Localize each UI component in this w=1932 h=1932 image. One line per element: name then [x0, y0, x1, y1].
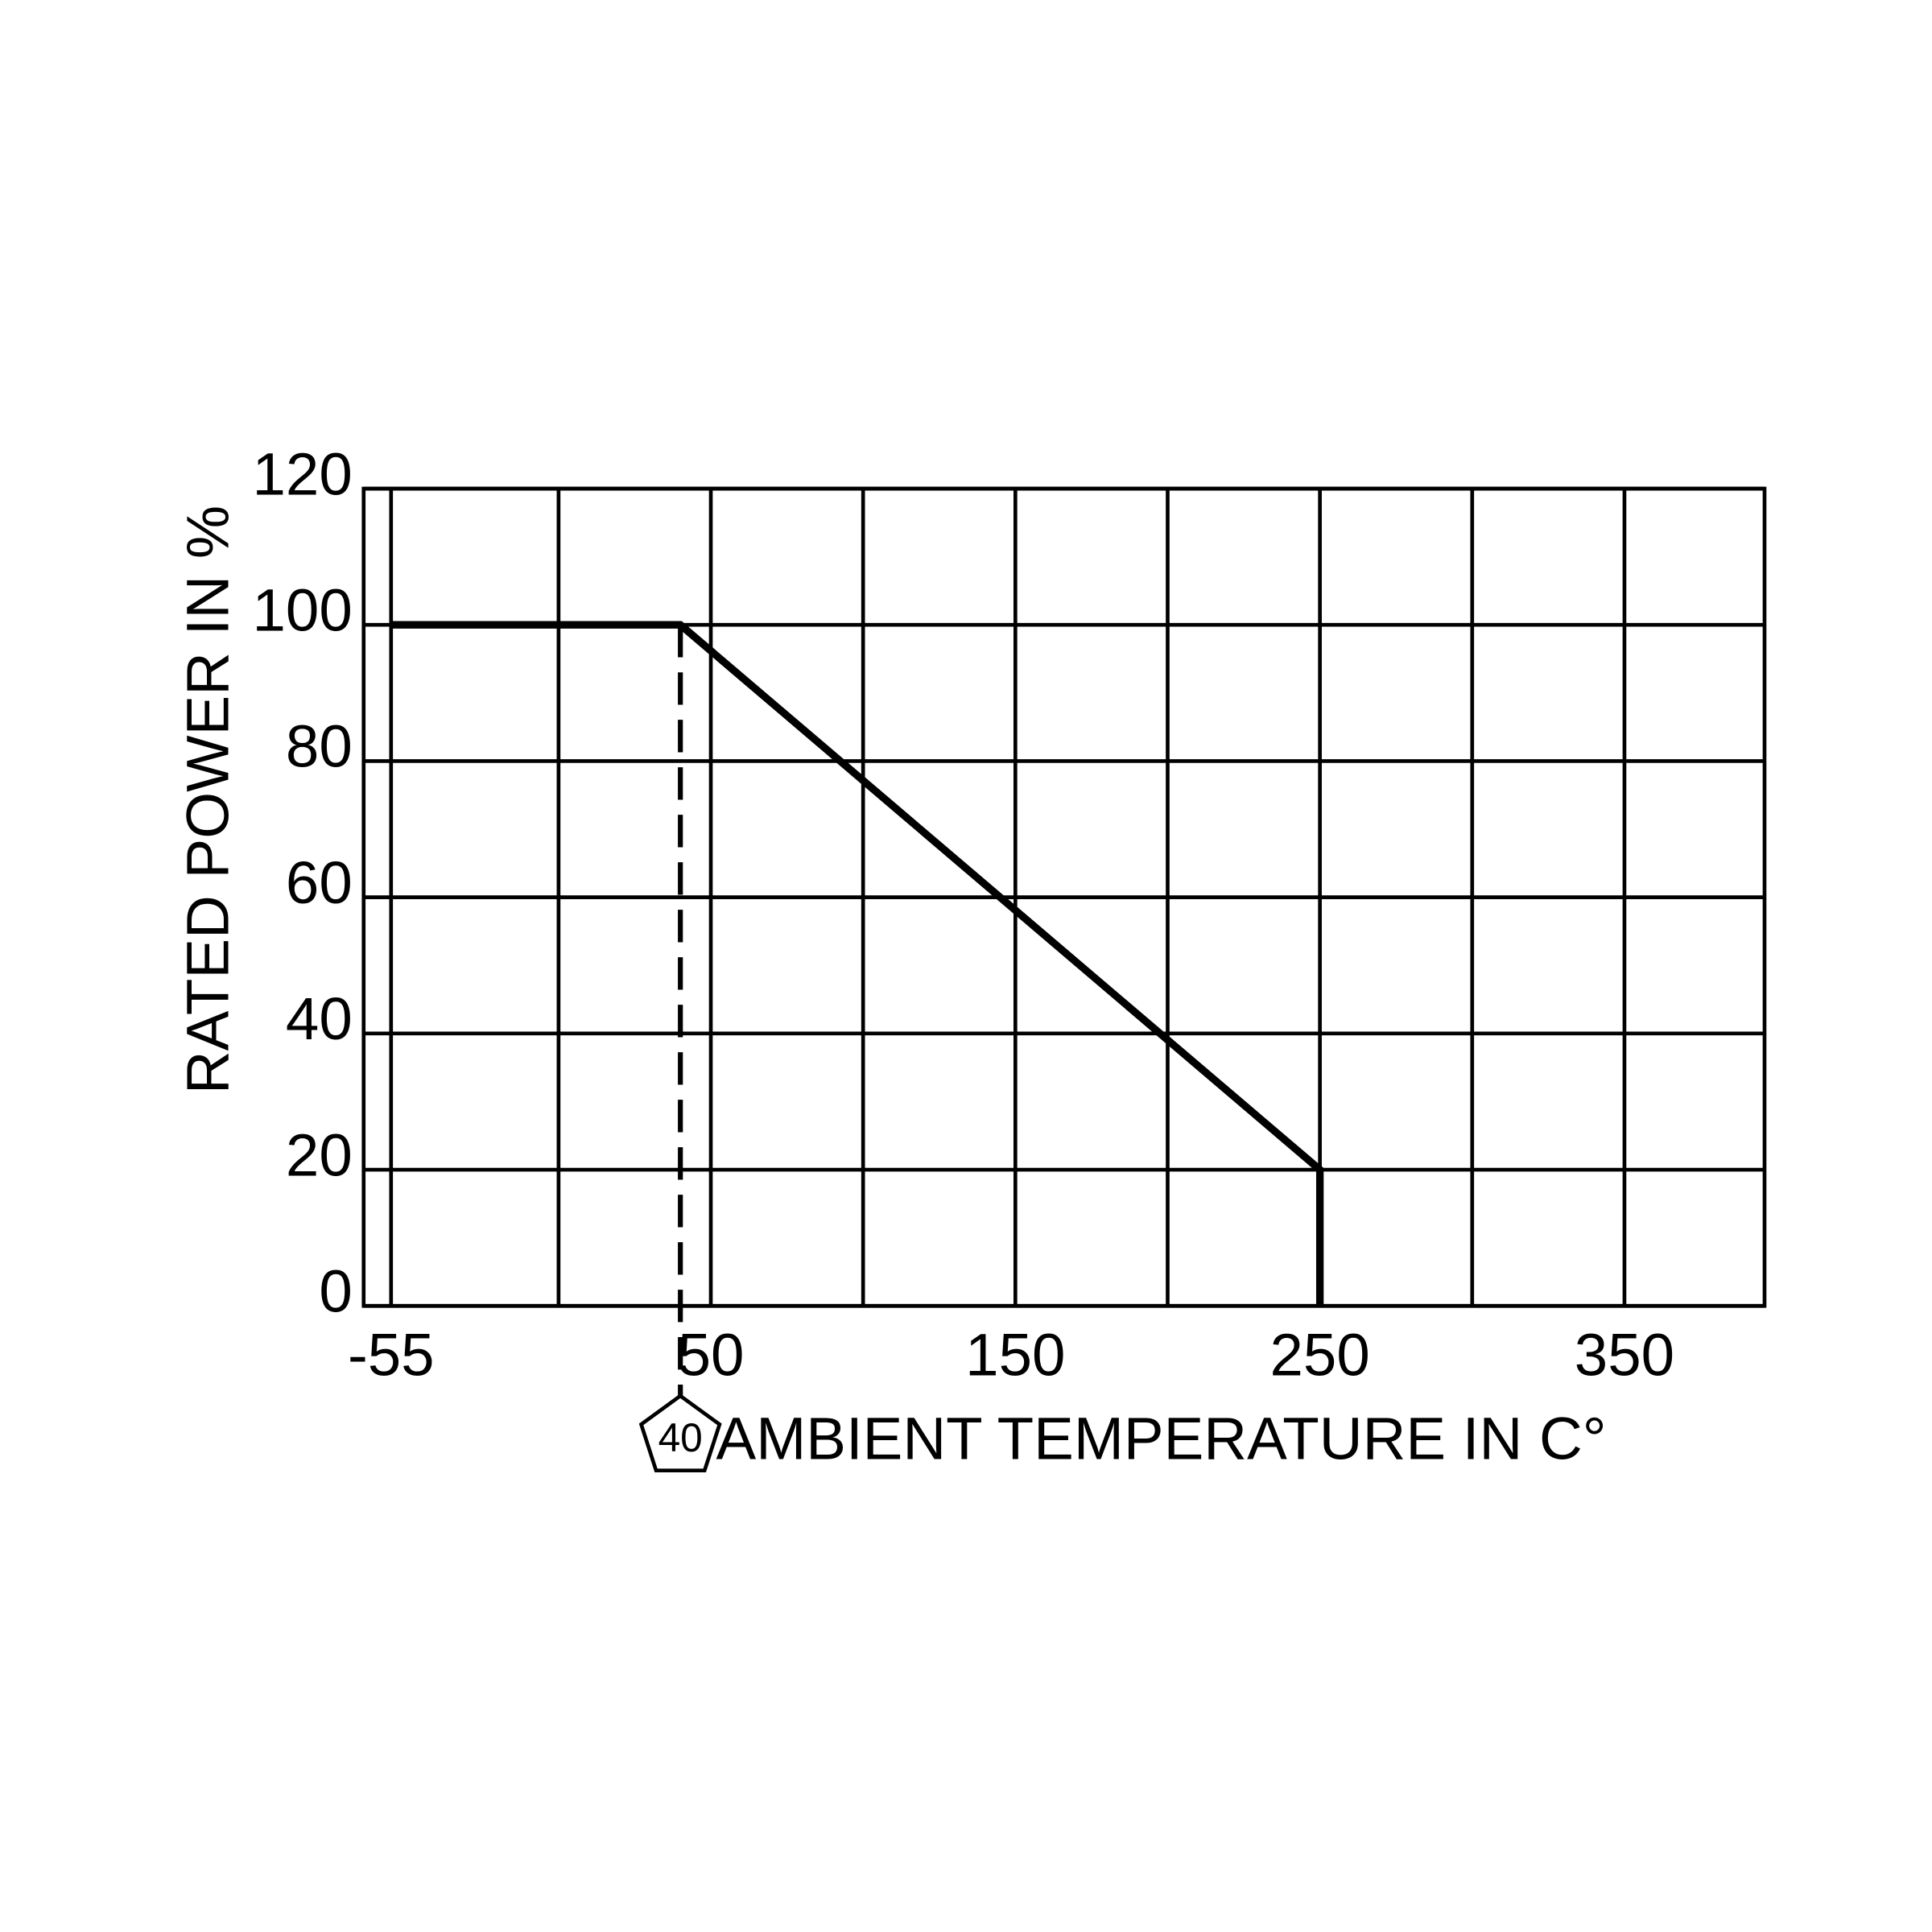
y-tick-label: 20 [286, 1121, 353, 1188]
x-tick-label: 150 [965, 1322, 1065, 1389]
y-tick-label: 40 [286, 985, 353, 1052]
x-tick-label: -55 [348, 1322, 435, 1389]
marker-label: 40 [658, 1415, 703, 1460]
x-axis-label: AMBIENT TEMPERATURE IN C° [716, 1406, 1607, 1472]
y-tick-label: 0 [319, 1258, 352, 1325]
x-tick-label: 350 [1575, 1322, 1674, 1389]
y-tick-label: 100 [252, 576, 352, 643]
marker-badge [638, 1393, 722, 1473]
x-tick-label: 250 [1269, 1322, 1369, 1389]
y-tick-label: 120 [252, 440, 352, 507]
plot-frame [361, 486, 1767, 1308]
x-tick-label: 50 [678, 1322, 745, 1389]
y-axis-label: RATED POWER IN % [175, 506, 242, 1094]
y-tick-label: 80 [286, 713, 353, 780]
line [390, 621, 1324, 1307]
y-tick-label: 60 [286, 849, 353, 916]
